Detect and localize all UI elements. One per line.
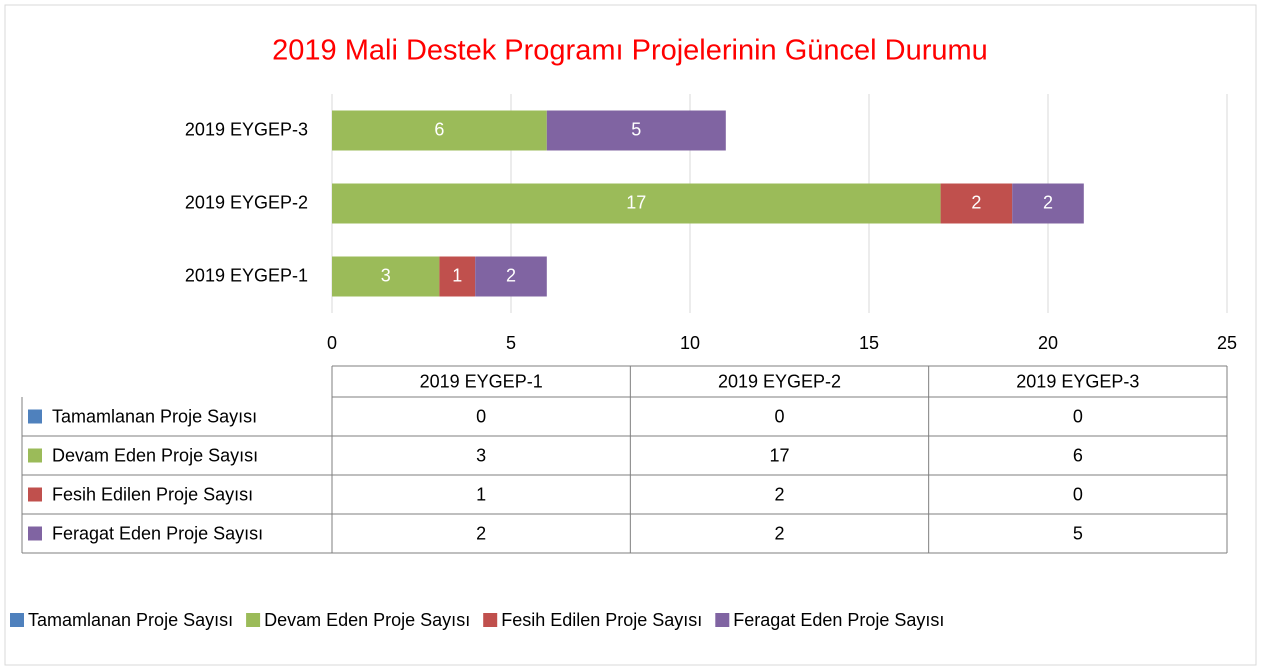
table-header: 2019 EYGEP-2 — [718, 371, 841, 391]
y-tick-label: 2019 EYGEP-1 — [185, 265, 308, 285]
table-row-label: Feragat Eden Proje Sayısı — [52, 523, 263, 543]
table-cell: 5 — [1073, 523, 1083, 543]
legend-label: Tamamlanan Proje Sayısı — [28, 610, 233, 630]
bar-segment — [475, 256, 547, 297]
x-tick-label: 0 — [327, 333, 337, 353]
legend-label: Devam Eden Proje Sayısı — [264, 610, 470, 630]
table-legend-key — [28, 409, 42, 424]
data-label: 5 — [631, 119, 641, 139]
bar-segment — [332, 110, 547, 151]
legend-key — [10, 613, 24, 627]
table-cell: 0 — [774, 406, 784, 426]
bar-segment — [332, 183, 941, 224]
table-cell: 17 — [769, 445, 789, 465]
data-label: 1 — [452, 265, 462, 285]
chart-title: 2019 Mali Destek Programı Projelerinin G… — [272, 35, 988, 67]
legend-key — [246, 613, 261, 627]
table-legend-key — [28, 448, 42, 463]
bar-segment — [546, 110, 726, 151]
x-tick-label: 15 — [859, 333, 879, 353]
chart-border — [4, 4, 1257, 666]
table-cell: 0 — [1073, 406, 1083, 426]
data-label: 2 — [971, 192, 981, 212]
table-cell: 2 — [774, 484, 784, 504]
bar-segment — [332, 256, 440, 297]
x-tick-label: 10 — [680, 333, 700, 353]
table-cell: 6 — [1073, 445, 1083, 465]
table-cell: 3 — [476, 445, 486, 465]
x-tick-label: 20 — [1038, 333, 1058, 353]
table-header: 2019 EYGEP-1 — [420, 371, 543, 391]
y-tick-label: 2019 EYGEP-2 — [185, 192, 308, 212]
bar-segment — [439, 256, 476, 297]
table-header: 2019 EYGEP-3 — [1016, 371, 1139, 391]
x-tick-label: 25 — [1217, 333, 1237, 353]
table-cell: 2 — [476, 523, 486, 543]
legend-key — [715, 613, 730, 627]
table-cell: 0 — [476, 406, 486, 426]
data-label: 6 — [434, 119, 444, 139]
data-label: 3 — [381, 265, 391, 285]
table-cell: 0 — [1073, 484, 1083, 504]
table-row-label: Tamamlanan Proje Sayısı — [52, 406, 257, 426]
table-legend-key — [28, 526, 42, 541]
table-legend-key — [28, 487, 42, 502]
legend-label: Feragat Eden Proje Sayısı — [733, 610, 944, 630]
bar-segment — [940, 183, 1013, 224]
table-cell: 1 — [476, 484, 486, 504]
bar-segment — [1012, 183, 1084, 224]
legend-label: Fesih Edilen Proje Sayısı — [501, 610, 702, 630]
y-tick-label: 2019 EYGEP-3 — [185, 119, 308, 139]
x-tick-label: 5 — [506, 333, 516, 353]
data-label: 17 — [626, 192, 646, 212]
data-label: 2 — [1043, 192, 1053, 212]
table-row-label: Fesih Edilen Proje Sayısı — [52, 484, 253, 504]
table-row-label: Devam Eden Proje Sayısı — [52, 445, 258, 465]
data-label: 2 — [506, 265, 516, 285]
legend-key — [483, 613, 498, 627]
table-cell: 2 — [774, 523, 784, 543]
